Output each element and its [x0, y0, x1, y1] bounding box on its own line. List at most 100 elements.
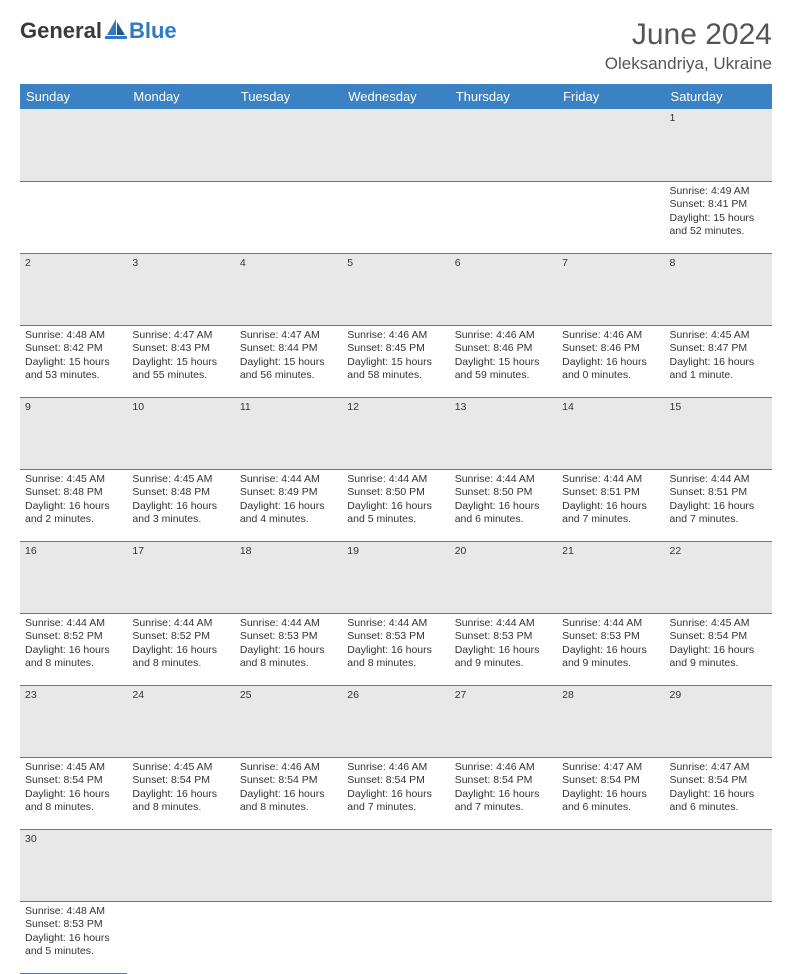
weekday-header: Sunday [20, 84, 127, 109]
weekday-header: Saturday [665, 84, 772, 109]
day-cell: Sunrise: 4:44 AMSunset: 8:53 PMDaylight:… [557, 613, 664, 685]
day-number [235, 109, 342, 181]
sunset-line: Sunset: 8:52 PM [132, 630, 229, 644]
sunrise-line: Sunrise: 4:45 AM [670, 329, 767, 343]
day-cell: Sunrise: 4:44 AMSunset: 8:51 PMDaylight:… [665, 469, 772, 541]
sunrise-line: Sunrise: 4:47 AM [240, 329, 337, 343]
day-cell [127, 901, 234, 973]
day-number: 14 [557, 397, 664, 469]
daylight-line: Daylight: 16 hours and 5 minutes. [25, 932, 122, 959]
day-number [450, 829, 557, 901]
day-cell [557, 901, 664, 973]
sunrise-line: Sunrise: 4:46 AM [562, 329, 659, 343]
sunset-line: Sunset: 8:46 PM [562, 342, 659, 356]
sunset-line: Sunset: 8:54 PM [240, 774, 337, 788]
day-cell: Sunrise: 4:48 AMSunset: 8:42 PMDaylight:… [20, 325, 127, 397]
day-number [342, 829, 449, 901]
sunset-line: Sunset: 8:54 PM [455, 774, 552, 788]
day-number [557, 829, 664, 901]
daylight-line: Daylight: 15 hours and 55 minutes. [132, 356, 229, 383]
day-number [20, 109, 127, 181]
daylight-line: Daylight: 16 hours and 8 minutes. [25, 788, 122, 815]
sunrise-line: Sunrise: 4:47 AM [562, 761, 659, 775]
day-number: 7 [557, 253, 664, 325]
sunset-line: Sunset: 8:54 PM [670, 630, 767, 644]
sunrise-line: Sunrise: 4:44 AM [455, 617, 552, 631]
sunrise-line: Sunrise: 4:45 AM [25, 473, 122, 487]
sunrise-line: Sunrise: 4:45 AM [132, 761, 229, 775]
sunset-line: Sunset: 8:51 PM [670, 486, 767, 500]
sunset-line: Sunset: 8:45 PM [347, 342, 444, 356]
day-number: 28 [557, 685, 664, 757]
daylight-line: Daylight: 16 hours and 7 minutes. [670, 500, 767, 527]
daylight-line: Daylight: 16 hours and 7 minutes. [347, 788, 444, 815]
day-cell [665, 901, 772, 973]
day-number: 30 [20, 829, 127, 901]
day-cell: Sunrise: 4:46 AMSunset: 8:54 PMDaylight:… [342, 757, 449, 829]
sunset-line: Sunset: 8:47 PM [670, 342, 767, 356]
daylight-line: Daylight: 16 hours and 8 minutes. [25, 644, 122, 671]
weekday-header: Wednesday [342, 84, 449, 109]
day-number [127, 109, 234, 181]
day-number: 25 [235, 685, 342, 757]
day-number: 21 [557, 541, 664, 613]
day-cell: Sunrise: 4:44 AMSunset: 8:50 PMDaylight:… [342, 469, 449, 541]
sunrise-line: Sunrise: 4:44 AM [670, 473, 767, 487]
daynum-row: 23242526272829 [20, 685, 772, 757]
daylight-line: Daylight: 16 hours and 6 minutes. [455, 500, 552, 527]
day-cell: Sunrise: 4:48 AMSunset: 8:53 PMDaylight:… [20, 901, 127, 973]
daylight-line: Daylight: 15 hours and 59 minutes. [455, 356, 552, 383]
day-number: 23 [20, 685, 127, 757]
day-cell [20, 181, 127, 253]
daynum-row: 9101112131415 [20, 397, 772, 469]
day-number: 16 [20, 541, 127, 613]
day-number: 19 [342, 541, 449, 613]
daylight-line: Daylight: 15 hours and 56 minutes. [240, 356, 337, 383]
week-row: Sunrise: 4:44 AM Sunset: 8:52 PM Daylight:… [20, 613, 772, 685]
sunset-line: Sunset: 8:54 PM [670, 774, 767, 788]
weekday-header: Monday [127, 84, 234, 109]
sunrise-line: Sunrise: 4:45 AM [670, 617, 767, 631]
day-cell: Sunrise: 4:47 AMSunset: 8:54 PMDaylight:… [557, 757, 664, 829]
sunrise-line: Sunrise: 4:44 AM [562, 473, 659, 487]
day-cell: Sunrise: 4:45 AMSunset: 8:48 PMDaylight:… [127, 469, 234, 541]
day-number [235, 829, 342, 901]
logo: General Blue [20, 18, 177, 44]
sunset-line: Sunset: 8:46 PM [455, 342, 552, 356]
day-cell [557, 181, 664, 253]
day-cell: Sunrise: 4:44 AMSunset: 8:52 PMDaylight:… [20, 613, 127, 685]
day-cell: Sunrise: 4:44 AMSunset: 8:50 PMDaylight:… [450, 469, 557, 541]
sunset-line: Sunset: 8:48 PM [25, 486, 122, 500]
daylight-line: Daylight: 16 hours and 1 minute. [670, 356, 767, 383]
daylight-line: Daylight: 15 hours and 52 minutes. [670, 212, 767, 239]
daylight-line: Daylight: 16 hours and 0 minutes. [562, 356, 659, 383]
weekday-header: Thursday [450, 84, 557, 109]
daylight-line: Daylight: 16 hours and 9 minutes. [562, 644, 659, 671]
calendar-table: SundayMondayTuesdayWednesdayThursdayFrid… [20, 84, 772, 974]
daylight-line: Daylight: 16 hours and 8 minutes. [240, 788, 337, 815]
day-cell [127, 181, 234, 253]
sunrise-line: Sunrise: 4:47 AM [670, 761, 767, 775]
sunrise-line: Sunrise: 4:44 AM [347, 473, 444, 487]
sunset-line: Sunset: 8:51 PM [562, 486, 659, 500]
sunrise-line: Sunrise: 4:45 AM [132, 473, 229, 487]
day-number: 20 [450, 541, 557, 613]
sunrise-line: Sunrise: 4:46 AM [347, 761, 444, 775]
day-cell: Sunrise: 4:47 AMSunset: 8:44 PMDaylight:… [235, 325, 342, 397]
day-number: 29 [665, 685, 772, 757]
day-number: 22 [665, 541, 772, 613]
sunrise-line: Sunrise: 4:48 AM [25, 329, 122, 343]
sunset-line: Sunset: 8:53 PM [240, 630, 337, 644]
day-number: 10 [127, 397, 234, 469]
daynum-row: 16171819202122 [20, 541, 772, 613]
sunrise-line: Sunrise: 4:46 AM [240, 761, 337, 775]
sunset-line: Sunset: 8:54 PM [132, 774, 229, 788]
day-cell: Sunrise: 4:46 AMSunset: 8:54 PMDaylight:… [450, 757, 557, 829]
day-number [342, 109, 449, 181]
sunset-line: Sunset: 8:53 PM [455, 630, 552, 644]
week-row: Sunrise: 4:45 AMSunset: 8:48 PMDaylight:… [20, 469, 772, 541]
sunset-line: Sunset: 8:53 PM [562, 630, 659, 644]
header: General Blue June 2024 Oleksandriya, Ukr… [20, 18, 772, 74]
day-number: 26 [342, 685, 449, 757]
daynum-row: 1 [20, 109, 772, 181]
